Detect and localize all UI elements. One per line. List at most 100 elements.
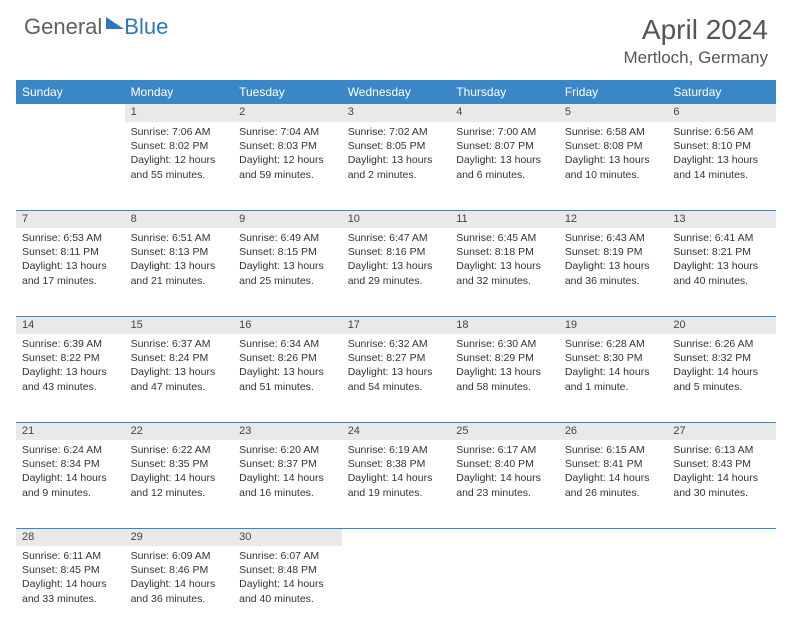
day-cell-body: Sunrise: 6:15 AMSunset: 8:41 PMDaylight:… [559,440,668,506]
day-cell: Sunrise: 6:20 AMSunset: 8:37 PMDaylight:… [233,440,342,528]
day-number: 10 [348,213,360,225]
day-cell-body: Sunrise: 6:32 AMSunset: 8:27 PMDaylight:… [342,334,451,400]
day-number: 15 [131,319,143,331]
daylight-text: Daylight: 13 hours [348,259,445,273]
day-number-cell [667,528,776,546]
daylight-text: Daylight: 13 hours [131,365,228,379]
sunrise-text: Sunrise: 6:26 AM [673,337,770,351]
day-number-cell: 2 [233,104,342,122]
day-number-cell: 19 [559,316,668,334]
sunrise-text: Sunrise: 6:17 AM [456,443,553,457]
day-cell-body: Sunrise: 6:13 AMSunset: 8:43 PMDaylight:… [667,440,776,506]
day-cell-body: Sunrise: 6:56 AMSunset: 8:10 PMDaylight:… [667,122,776,188]
sunrise-text: Sunrise: 7:04 AM [239,125,336,139]
day-cell-body: Sunrise: 6:45 AMSunset: 8:18 PMDaylight:… [450,228,559,294]
day-number: 22 [131,425,143,437]
sunset-text: Sunset: 8:16 PM [348,245,445,259]
day-cell: Sunrise: 6:19 AMSunset: 8:38 PMDaylight:… [342,440,451,528]
title-month: April 2024 [623,14,768,46]
daylight-text: Daylight: 13 hours [456,365,553,379]
daynum-row: 123456 [16,104,776,122]
sunrise-text: Sunrise: 6:07 AM [239,549,336,563]
daylight-text: Daylight: 14 hours [565,471,662,485]
daylight-text: and 17 minutes. [22,274,119,288]
day-cell-body [667,546,776,555]
weekday-header-row: Sunday Monday Tuesday Wednesday Thursday… [16,80,776,104]
sunset-text: Sunset: 8:05 PM [348,139,445,153]
day-cell: Sunrise: 6:39 AMSunset: 8:22 PMDaylight:… [16,334,125,422]
sunset-text: Sunset: 8:30 PM [565,351,662,365]
day-cell-body: Sunrise: 6:47 AMSunset: 8:16 PMDaylight:… [342,228,451,294]
title-location: Mertloch, Germany [623,48,768,68]
logo-text-general: General [24,14,102,40]
daylight-text: and 14 minutes. [673,168,770,182]
day-number: 4 [456,106,462,118]
sunrise-text: Sunrise: 6:32 AM [348,337,445,351]
weekday-monday: Monday [125,80,234,104]
day-number-cell: 23 [233,422,342,440]
day-number: 16 [239,319,251,331]
day-number-cell: 6 [667,104,776,122]
sunset-text: Sunset: 8:45 PM [22,563,119,577]
sunrise-text: Sunrise: 6:09 AM [131,549,228,563]
title-block: April 2024 Mertloch, Germany [623,14,768,68]
sunrise-text: Sunrise: 7:06 AM [131,125,228,139]
sunset-text: Sunset: 8:08 PM [565,139,662,153]
day-number: 27 [673,425,685,437]
sunrise-text: Sunrise: 6:37 AM [131,337,228,351]
day-cell-body: Sunrise: 6:17 AMSunset: 8:40 PMDaylight:… [450,440,559,506]
day-cell-body: Sunrise: 6:30 AMSunset: 8:29 PMDaylight:… [450,334,559,400]
day-number: 1 [131,106,137,118]
daylight-text: Daylight: 14 hours [565,365,662,379]
day-number-cell: 27 [667,422,776,440]
day-cell-body: Sunrise: 7:04 AMSunset: 8:03 PMDaylight:… [233,122,342,188]
sunrise-text: Sunrise: 6:19 AM [348,443,445,457]
day-cell: Sunrise: 6:51 AMSunset: 8:13 PMDaylight:… [125,228,234,316]
day-number: 20 [673,319,685,331]
sunset-text: Sunset: 8:22 PM [22,351,119,365]
day-number: 23 [239,425,251,437]
day-number: 26 [565,425,577,437]
calendar-table: Sunday Monday Tuesday Wednesday Thursday… [16,80,776,634]
daylight-text: and 40 minutes. [673,274,770,288]
daylight-text: and 40 minutes. [239,592,336,606]
day-number: 19 [565,319,577,331]
day-number-cell: 26 [559,422,668,440]
sunset-text: Sunset: 8:21 PM [673,245,770,259]
day-number-cell: 30 [233,528,342,546]
day-number: 30 [239,531,251,543]
daylight-text: and 58 minutes. [456,380,553,394]
day-number-cell [559,528,668,546]
day-number: 24 [348,425,360,437]
day-cell-body: Sunrise: 7:00 AMSunset: 8:07 PMDaylight:… [450,122,559,188]
day-cell-body: Sunrise: 6:24 AMSunset: 8:34 PMDaylight:… [16,440,125,506]
sunrise-text: Sunrise: 6:45 AM [456,231,553,245]
day-number-cell: 9 [233,210,342,228]
daylight-text: Daylight: 13 hours [348,365,445,379]
daylight-text: and 23 minutes. [456,486,553,500]
day-cell-body: Sunrise: 6:11 AMSunset: 8:45 PMDaylight:… [16,546,125,612]
day-cell-body: Sunrise: 6:09 AMSunset: 8:46 PMDaylight:… [125,546,234,612]
sunrise-text: Sunrise: 7:02 AM [348,125,445,139]
sunset-text: Sunset: 8:07 PM [456,139,553,153]
sunset-text: Sunset: 8:40 PM [456,457,553,471]
sunset-text: Sunset: 8:35 PM [131,457,228,471]
day-number-cell: 15 [125,316,234,334]
sunrise-text: Sunrise: 6:13 AM [673,443,770,457]
day-number-cell: 22 [125,422,234,440]
day-cell [342,546,451,634]
day-cell-body: Sunrise: 6:26 AMSunset: 8:32 PMDaylight:… [667,334,776,400]
day-number: 3 [348,106,354,118]
daylight-text: Daylight: 13 hours [673,153,770,167]
day-cell-body: Sunrise: 6:28 AMSunset: 8:30 PMDaylight:… [559,334,668,400]
day-cell-body: Sunrise: 6:22 AMSunset: 8:35 PMDaylight:… [125,440,234,506]
sunset-text: Sunset: 8:15 PM [239,245,336,259]
day-cell: Sunrise: 7:06 AMSunset: 8:02 PMDaylight:… [125,122,234,210]
day-body-row: Sunrise: 6:39 AMSunset: 8:22 PM Daylight:… [16,334,776,422]
sunrise-text: Sunrise: 6:11 AM [22,549,119,563]
day-number-cell: 24 [342,422,451,440]
day-cell-body [450,546,559,555]
day-number-cell: 29 [125,528,234,546]
sunrise-text: Sunrise: 6:39 AM [22,337,119,351]
day-number-cell: 16 [233,316,342,334]
